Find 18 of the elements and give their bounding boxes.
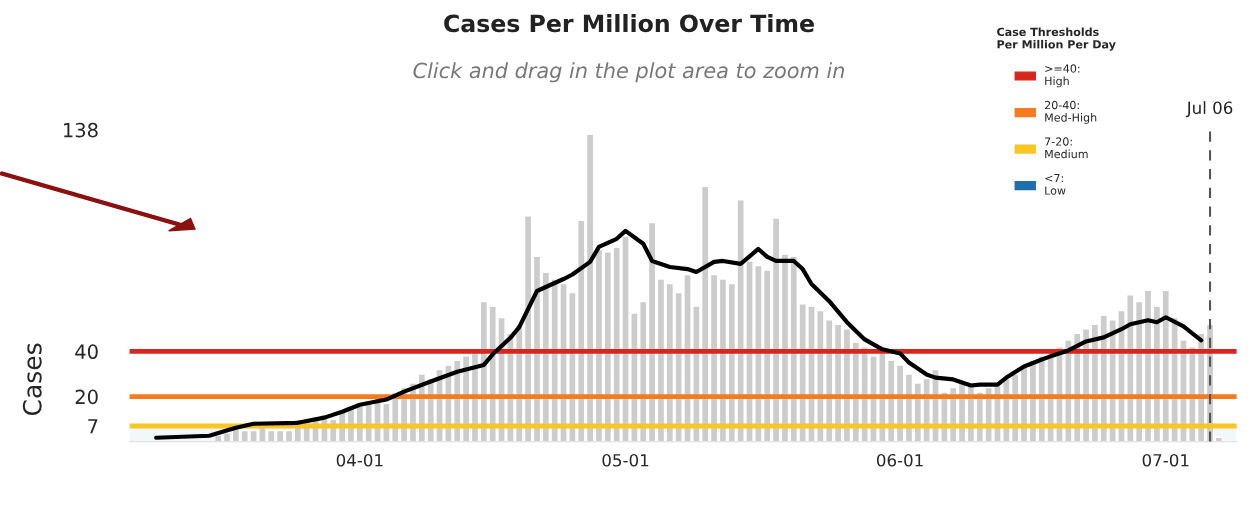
chart-title: Cases Per Million Over Time <box>444 14 814 33</box>
legend-title: Case Thresholds Per Million Per Day <box>997 27 1116 51</box>
line-series <box>154 228 1204 440</box>
x-tick-label: 06-01 <box>876 453 923 467</box>
x-tick-label: 07-01 <box>1142 453 1189 467</box>
ref-line-label: Jul 06 <box>1185 101 1233 118</box>
legend-label: 20-40: Med-High <box>1044 100 1097 124</box>
legend-label: <7: Low <box>1045 174 1066 195</box>
chart-subtitle: Click and drag in the plot area to zoom in <box>413 62 845 83</box>
legend-label: 7-20: Medium <box>1045 137 1088 159</box>
x-tick-label: 05-01 <box>602 453 649 467</box>
y-axis-title: Cases <box>22 343 42 416</box>
y-tick-label: 20 <box>75 389 98 405</box>
x-tick-label: 04-01 <box>336 453 383 467</box>
y-tick-label: 7 <box>88 419 98 434</box>
y-tick-label: 138 <box>64 122 98 138</box>
legend-label: >=40: High <box>1045 64 1080 88</box>
y-tick-label: 40 <box>75 344 98 360</box>
